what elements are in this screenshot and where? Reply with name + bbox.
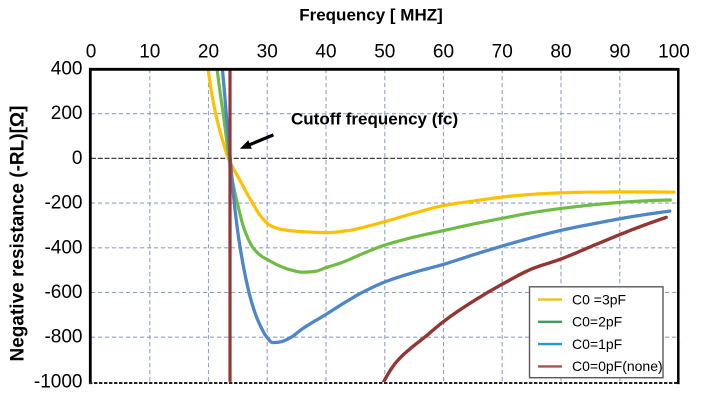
svg-text:-200: -200 [44, 193, 82, 214]
svg-text:Negative resistance (-RL)[Ω]: Negative resistance (-RL)[Ω] [8, 106, 29, 362]
svg-text:-600: -600 [44, 282, 82, 303]
svg-text:30: 30 [257, 42, 278, 63]
svg-text:70: 70 [492, 42, 513, 63]
svg-text:20: 20 [198, 42, 219, 63]
svg-text:-800: -800 [44, 327, 82, 348]
svg-text:C0=1pF: C0=1pF [572, 336, 622, 352]
svg-text:-400: -400 [44, 237, 82, 258]
svg-text:C0 =3pF: C0 =3pF [572, 291, 626, 307]
svg-text:Frequency [ MHZ]: Frequency [ MHZ] [299, 6, 443, 25]
svg-text:100: 100 [658, 42, 690, 63]
svg-text:-1000: -1000 [34, 371, 83, 392]
svg-text:200: 200 [51, 103, 83, 124]
svg-text:50: 50 [374, 42, 395, 63]
svg-text:60: 60 [433, 42, 454, 63]
svg-text:0: 0 [86, 42, 97, 63]
svg-text:Cutoff frequency (fc): Cutoff frequency (fc) [291, 110, 458, 129]
svg-text:400: 400 [51, 59, 83, 80]
svg-text:80: 80 [550, 42, 571, 63]
svg-text:0: 0 [72, 148, 83, 169]
svg-text:C0=0pF(none): C0=0pF(none) [572, 358, 663, 374]
svg-text:10: 10 [139, 42, 160, 63]
svg-text:40: 40 [315, 42, 336, 63]
svg-text:90: 90 [609, 42, 630, 63]
svg-text:C0=2pF: C0=2pF [572, 314, 622, 330]
